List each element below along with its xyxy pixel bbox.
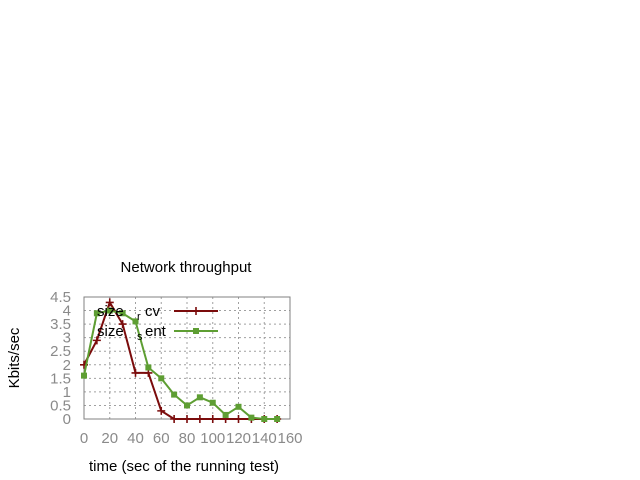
series-line-sent [83, 309, 278, 420]
chart-title: Network throughput [121, 259, 253, 276]
y-axis-label: Kbits/sec [6, 327, 23, 388]
x-tick-label: 0 [80, 430, 88, 447]
data-point [235, 403, 242, 410]
data-point [105, 298, 114, 307]
data-point [132, 318, 139, 325]
x-axis-label: time (sec of the running test) [89, 458, 279, 475]
data-point [157, 406, 166, 415]
data-point [209, 399, 216, 406]
data-point [196, 394, 203, 401]
data-point [92, 336, 101, 345]
legend-label: size [97, 303, 124, 320]
data-point [170, 415, 179, 423]
x-tick-label: 160 [277, 430, 302, 447]
y-tick-label: 1.5 [50, 370, 71, 387]
legend-label-suffix: cv [145, 303, 161, 320]
y-tick-label: 3.5 [50, 316, 71, 333]
legend-label-subscript: s [137, 331, 143, 343]
data-point [158, 375, 165, 382]
data-point [119, 310, 126, 317]
y-tick-label: 2.5 [50, 343, 71, 360]
legend-swatch-marker [193, 328, 199, 334]
x-tick-label: 20 [101, 430, 118, 447]
data-point [145, 364, 152, 371]
y-tick-label: 2 [63, 357, 71, 374]
data-point [222, 411, 229, 418]
x-tick-label: 40 [127, 430, 144, 447]
grid [84, 297, 290, 419]
data-point [248, 414, 255, 421]
data-point [81, 372, 87, 379]
legend-swatch-marker [192, 307, 200, 315]
data-point [183, 415, 191, 423]
data-point [93, 310, 100, 317]
tick-labels: 0 20 40 60 80 100 120 140 16000.511.522.533.544.… [50, 289, 302, 447]
data-point [106, 307, 113, 314]
y-tick-label: 3 [63, 330, 71, 347]
series-lines [80, 298, 282, 423]
x-tick-label: 140 [252, 430, 277, 447]
legend: size r cv size s ent [97, 303, 218, 343]
legend-label-subscript: r [137, 311, 141, 323]
x-tick-label: 80 [179, 430, 196, 447]
legend-label: size [97, 323, 124, 340]
x-tick-label: 120 [226, 430, 251, 447]
data-point [234, 415, 243, 423]
data-point [195, 415, 204, 423]
x-tick-label: 60 [153, 430, 170, 447]
y-tick-label: 4 [63, 303, 71, 320]
series-line-rcv [83, 300, 278, 420]
series-sent [81, 307, 281, 422]
y-tick-label: 0 [63, 411, 71, 428]
y-tick-label: 1 [63, 384, 71, 401]
y-tick-label: 0.5 [50, 397, 71, 414]
data-point [171, 391, 178, 398]
data-point [118, 320, 127, 329]
data-point [274, 416, 281, 422]
data-point [261, 416, 268, 422]
y-tick-label: 4.5 [50, 289, 71, 306]
data-point [184, 402, 190, 409]
legend-label-suffix: ent [145, 323, 167, 340]
data-point [131, 368, 140, 377]
data-point [208, 415, 217, 423]
x-tick-label: 100 [200, 430, 225, 447]
